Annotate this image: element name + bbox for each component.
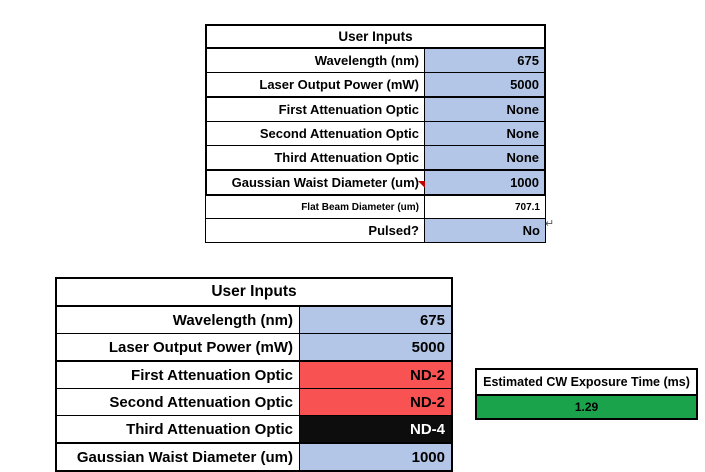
row-label: Second Attenuation Optic	[207, 122, 425, 145]
row-label: Third Attenuation Optic	[207, 146, 425, 169]
exposure-time-result-box: Estimated CW Exposure Time (ms) 1.29	[475, 368, 698, 420]
row-label: Flat Beam Diameter (um)	[206, 196, 425, 218]
table-row: Pulsed? No	[206, 219, 545, 242]
row-label: Laser Output Power (mW)	[57, 334, 300, 360]
first-attenuation-cell[interactable]: None	[425, 98, 544, 121]
first-attenuation-cell[interactable]: ND-2	[300, 362, 451, 388]
gaussian-waist-cell[interactable]: 1000	[425, 171, 544, 194]
table-row: Gaussian Waist Diameter (um) 1000	[57, 444, 451, 470]
table-title: User Inputs	[57, 279, 451, 307]
exposure-time-value-cell: 1.29	[477, 396, 696, 418]
second-attenuation-cell[interactable]: None	[425, 122, 544, 145]
row-label: Gaussian Waist Diameter (um)	[207, 171, 425, 194]
row-label: Wavelength (nm)	[207, 49, 425, 72]
laser-power-cell[interactable]: 5000	[300, 334, 451, 360]
second-attenuation-cell[interactable]: ND-2	[300, 389, 451, 415]
row-label: Second Attenuation Optic	[57, 389, 300, 415]
third-attenuation-cell[interactable]: None	[425, 146, 544, 169]
table-row: Laser Output Power (mW) 5000	[207, 73, 544, 98]
table-row: Wavelength (nm) 675	[57, 307, 451, 334]
table-row: First Attenuation Optic None	[207, 98, 544, 122]
laser-power-cell[interactable]: 5000	[425, 73, 544, 96]
table-row: Wavelength (nm) 675	[207, 49, 544, 73]
third-attenuation-cell[interactable]: ND-4	[300, 416, 451, 442]
row-label: First Attenuation Optic	[57, 362, 300, 388]
comment-indicator-icon	[418, 181, 425, 188]
row-label: Wavelength (nm)	[57, 307, 300, 333]
table-row: Third Attenuation Optic ND-4	[57, 416, 451, 444]
flat-beam-diameter-cell: 707.1	[514, 201, 540, 213]
wavelength-cell[interactable]: 675	[300, 307, 451, 333]
table-row: Gaussian Waist Diameter (um) 1000	[207, 171, 544, 194]
table-row: Flat Beam Diameter (um) 707.1	[206, 196, 545, 219]
paragraph-return-mark: ↵	[545, 218, 555, 230]
table-row: Third Attenuation Optic None	[207, 146, 544, 171]
row-label: Gaussian Waist Diameter (um)	[57, 444, 300, 470]
row-label: Laser Output Power (mW)	[207, 73, 425, 96]
table-row: Laser Output Power (mW) 5000	[57, 334, 451, 362]
user-inputs-table-top: User Inputs Wavelength (nm) 675 Laser Ou…	[205, 24, 546, 243]
table-row: First Attenuation Optic ND-2	[57, 362, 451, 389]
row-label: First Attenuation Optic	[207, 98, 425, 121]
table-title: User Inputs	[207, 26, 544, 49]
row-label: Third Attenuation Optic	[57, 416, 300, 442]
pulsed-cell[interactable]: No	[425, 219, 545, 242]
wavelength-cell[interactable]: 675	[425, 49, 544, 72]
row-label: Pulsed?	[206, 219, 425, 242]
table-row: Second Attenuation Optic None	[207, 122, 544, 146]
user-inputs-table-bottom: User Inputs Wavelength (nm) 675 Laser Ou…	[55, 277, 453, 472]
gaussian-waist-cell[interactable]: 1000	[300, 444, 451, 470]
table-row: Second Attenuation Optic ND-2	[57, 389, 451, 416]
result-title: Estimated CW Exposure Time (ms)	[477, 370, 696, 396]
